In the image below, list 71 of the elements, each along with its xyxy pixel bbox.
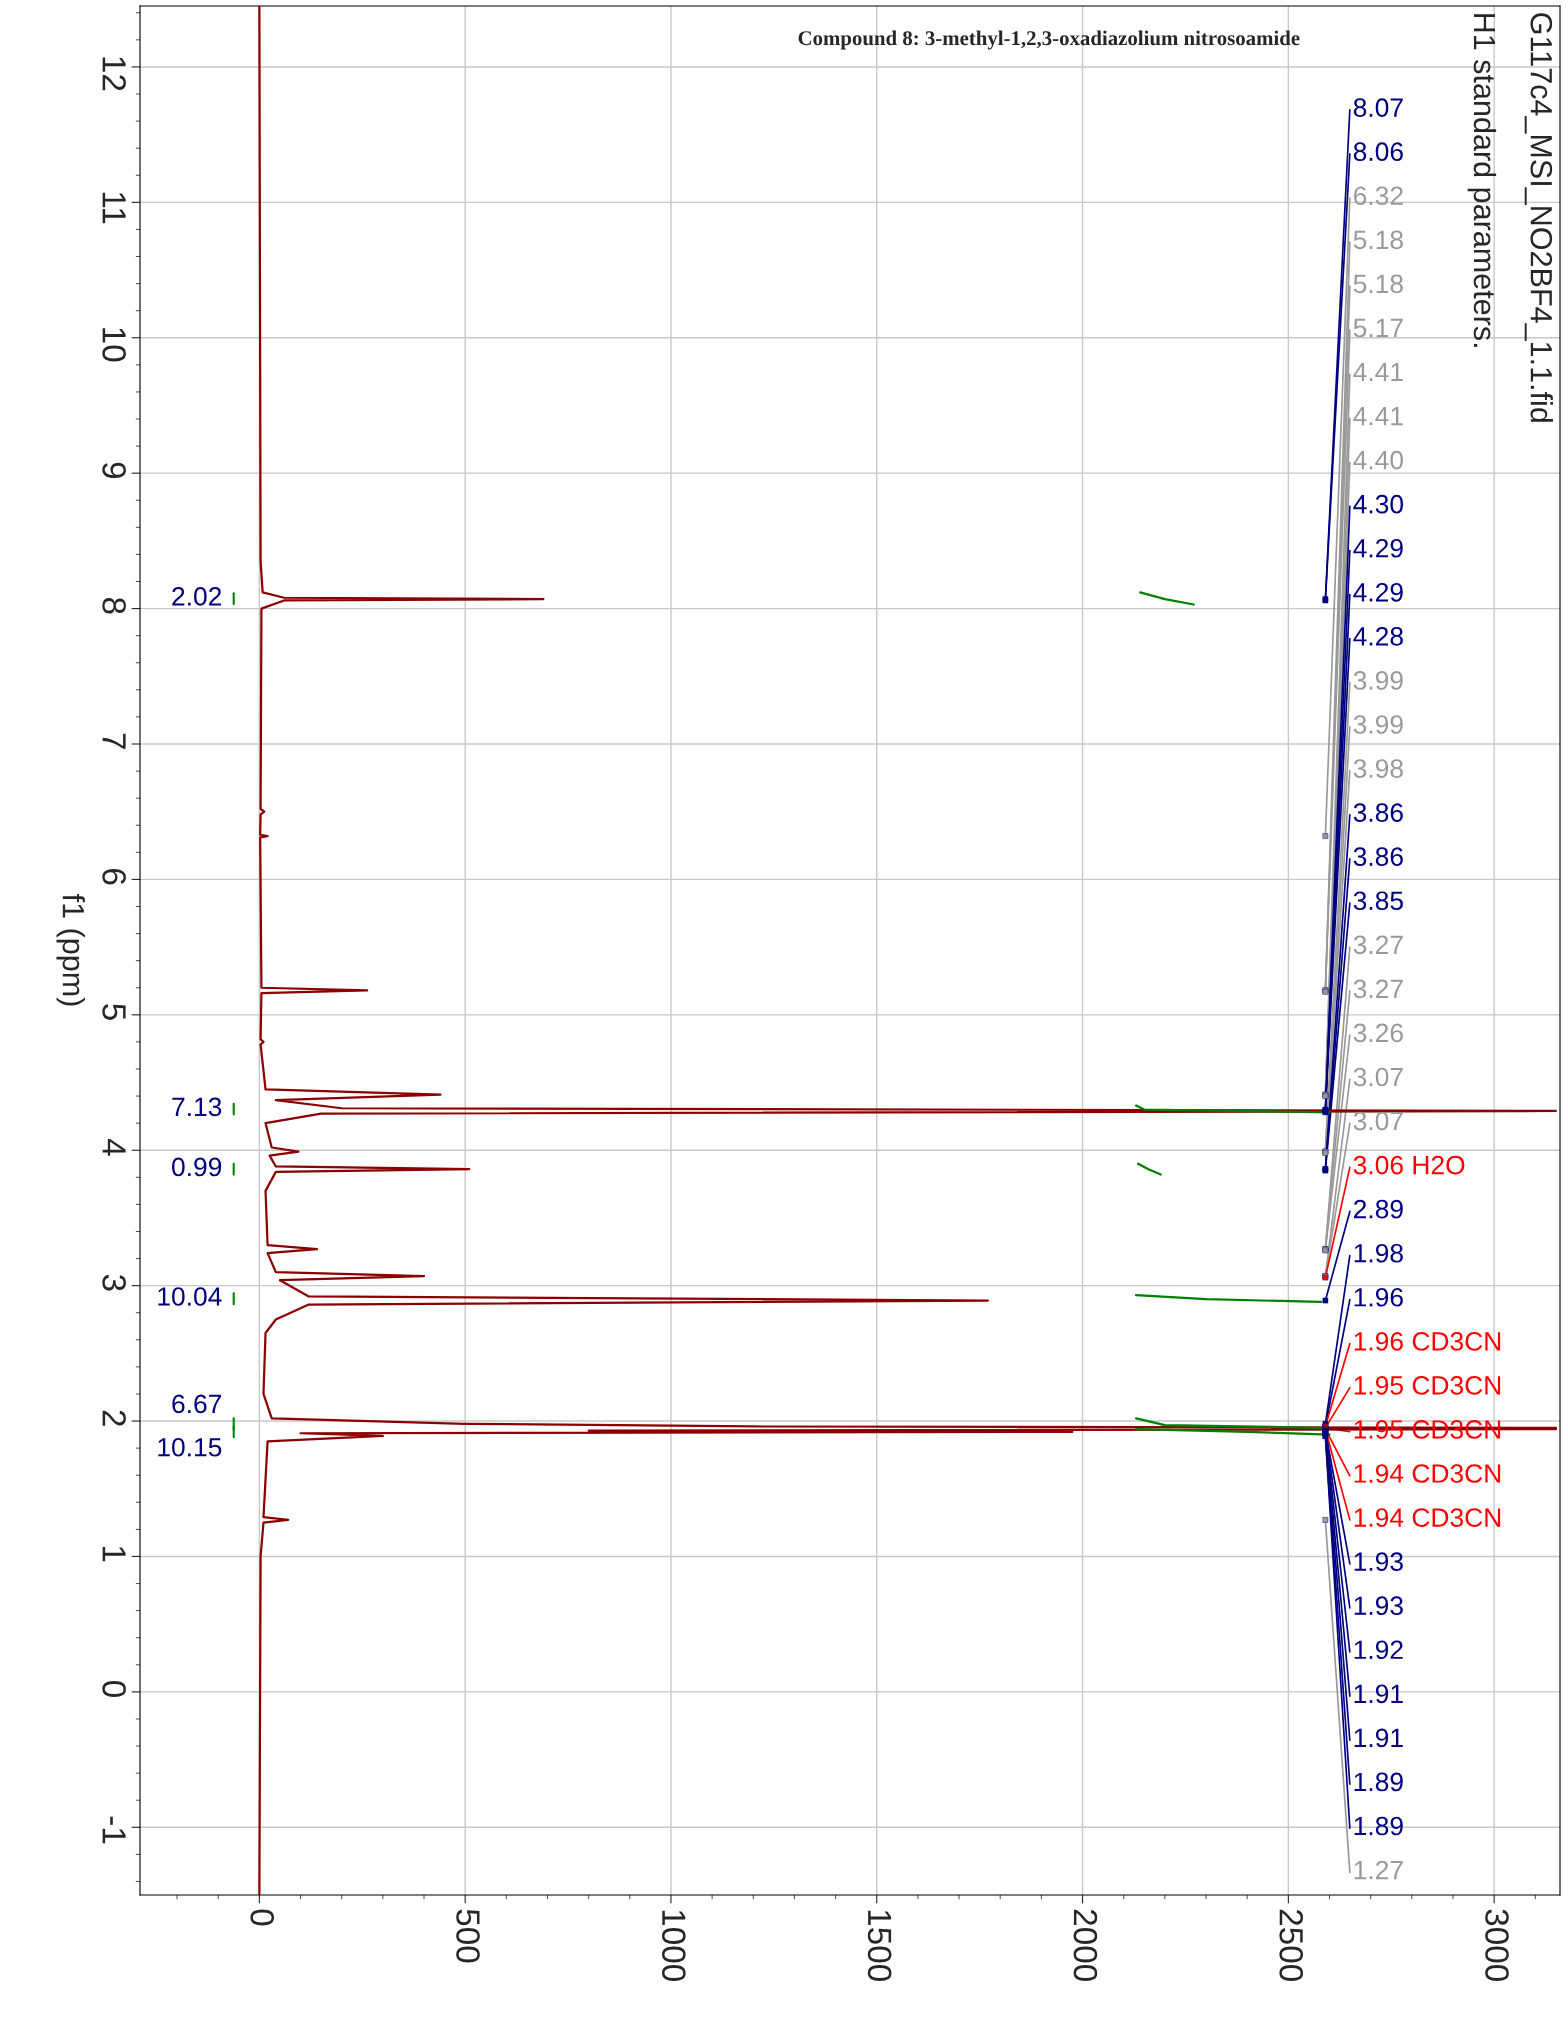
annotation: 10.15 [158, 1437, 222, 1457]
data-label: 1.98 [1354, 1243, 1403, 1263]
data-label: 4.41 [1353, 406, 1403, 426]
data-label: 3.27 [1353, 979, 1403, 999]
data-label: 3.26 [1353, 1023, 1403, 1043]
y-tick-label: 2 [102, 1410, 126, 1426]
annotation: 2.02 [172, 587, 222, 606]
data-label: 1.89 [1354, 1772, 1403, 1792]
data-label: 3.85 [1353, 891, 1403, 911]
data-label: 3.98 [1353, 759, 1403, 778]
data-label: 3.86 [1353, 803, 1403, 822]
data-label: 1.93 [1354, 1552, 1403, 1571]
y-tick-label: 11 [102, 192, 126, 224]
y-tick-label: 1 [102, 1546, 126, 1562]
data-label: 2.89 [1354, 1199, 1403, 1219]
data-label: 1.89 [1354, 1816, 1403, 1836]
data-label: 3.99 [1353, 715, 1403, 734]
x-tick-label: 2000 [1073, 1909, 1098, 1982]
x-tick-label: 500 [456, 1909, 480, 1963]
data-label: 5.18 [1353, 274, 1403, 294]
data-label: 1.94 CD3CN [1354, 1508, 1501, 1527]
data-label: 4.29 [1353, 582, 1403, 602]
y-tick-label: 6 [102, 869, 126, 885]
text: Compound 8: 3-methyl-1,2,3-oxadiazolium nitrosoamide [798, 30, 1300, 50]
y-tick-label: 9 [102, 462, 126, 479]
y-tick-label: 5 [102, 1004, 126, 1020]
y-tick-label: 0 [102, 1681, 126, 1698]
data-label: 3.07 [1353, 1067, 1403, 1087]
x-tick-label: 2500 [1279, 1909, 1303, 1982]
data-label: 1.96 CD3CN [1354, 1332, 1501, 1351]
data-label: 1.95 CD3CN [1354, 1376, 1501, 1395]
data-label: 4.41 [1353, 362, 1403, 382]
y-tick-label: 8 [102, 597, 126, 614]
y-tick-label: 12 [102, 57, 126, 91]
data-label: 6.32 [1354, 186, 1403, 206]
data-label: 3.07 [1353, 1111, 1403, 1131]
data-label: 4.29 [1353, 538, 1403, 558]
data-label: 8.07 [1353, 98, 1403, 117]
y-tick-label: 4 [102, 1138, 126, 1156]
annotation: 0.99 [172, 1157, 222, 1177]
y-tick-label: 10 [102, 328, 126, 362]
data-label: 1.94 CD3CN [1354, 1464, 1501, 1483]
data-label: 3.99 [1353, 671, 1403, 690]
data-label: 5.17 [1353, 318, 1403, 338]
data-label: 4.28 [1353, 627, 1403, 646]
y-tick-label: 7 [102, 733, 126, 749]
data-label: 1.96 [1354, 1287, 1403, 1307]
annotation: 6.67 [172, 1394, 222, 1414]
data-label: 3.27 [1353, 935, 1403, 955]
x-tick-label: 0 [250, 1909, 275, 1926]
y-axis-title: f1 (ppm) [56, 894, 85, 1006]
annotation: G117c4_MSI_NO2BF4_1.1.fid [1524, 13, 1553, 422]
x-tick-label: 1000 [662, 1910, 686, 1982]
y-tick-label: 3 [102, 1274, 126, 1291]
annotation: H1 standard parameters. [1467, 14, 1497, 347]
data-label: 5.18 [1353, 230, 1403, 250]
data-label: 1.92 [1354, 1640, 1403, 1660]
data-label: 4.40 [1353, 450, 1404, 470]
data-label: 1.27 [1354, 1860, 1403, 1880]
x-tick-label: 3000 [1485, 1909, 1509, 1982]
y-tick-label: -1 [102, 1816, 126, 1844]
annotation: 7.13 [172, 1097, 222, 1117]
data-label: 1.91 [1354, 1684, 1403, 1704]
data-label: 4.30 [1353, 494, 1404, 514]
data-label: 3.06 H2O [1353, 1155, 1465, 1175]
x-tick-label: 1500 [867, 1910, 892, 1982]
data-label: 3.86 [1353, 847, 1403, 867]
data-label: 1.91 [1354, 1728, 1403, 1748]
annotation: 10.04 [158, 1287, 222, 1306]
data-label: 8.06 [1353, 142, 1403, 162]
data-label: 1.93 [1354, 1596, 1403, 1616]
